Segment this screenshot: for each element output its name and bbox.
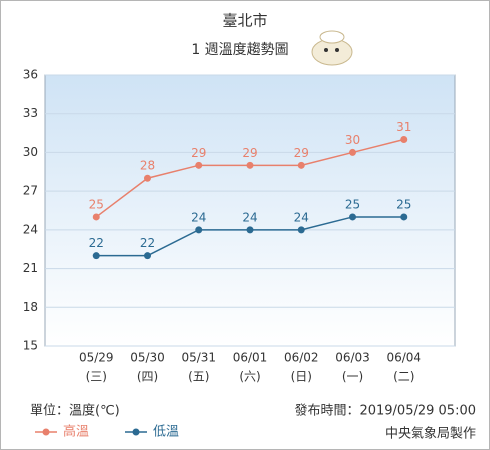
data-point xyxy=(400,136,408,144)
mascot xyxy=(311,30,353,66)
unit-note: 單位：溫度(℃) xyxy=(30,403,120,419)
y-tick-label: 36 xyxy=(23,68,38,82)
y-tick-label: 21 xyxy=(23,261,38,275)
x-tick-label: 06/03 xyxy=(335,351,370,365)
data-point xyxy=(195,226,203,234)
x-tick-weekday: (日) xyxy=(291,370,312,384)
data-label: 28 xyxy=(140,159,155,173)
x-tick-weekday: (一) xyxy=(342,370,363,384)
data-point xyxy=(297,161,305,169)
data-point xyxy=(349,213,356,221)
data-label: 29 xyxy=(242,146,257,160)
data-label: 30 xyxy=(345,133,360,147)
x-tick-weekday: (四) xyxy=(137,370,158,384)
data-label: 24 xyxy=(191,210,206,224)
data-point xyxy=(92,213,100,221)
x-tick-weekday: (二) xyxy=(393,370,414,384)
x-tick-label: 05/31 xyxy=(181,351,216,365)
data-point xyxy=(144,252,151,260)
x-tick-label: 06/01 xyxy=(233,351,268,365)
x-tick-weekday: (五) xyxy=(188,370,209,384)
data-point xyxy=(144,174,151,182)
data-label: 29 xyxy=(191,146,206,160)
y-tick-label: 27 xyxy=(23,184,38,198)
data-label: 22 xyxy=(89,236,104,250)
plot-area xyxy=(44,74,456,347)
x-tick-label: 06/04 xyxy=(386,351,421,365)
data-label: 25 xyxy=(89,197,104,211)
data-label: 22 xyxy=(140,236,155,250)
data-label: 25 xyxy=(345,197,360,211)
legend-label: 低溫 xyxy=(153,425,179,440)
x-tick-label: 05/30 xyxy=(130,351,165,365)
data-point xyxy=(400,213,408,221)
data-label: 25 xyxy=(396,197,411,211)
y-tick-label: 30 xyxy=(23,145,38,159)
data-point xyxy=(92,252,100,260)
data-label: 24 xyxy=(294,210,309,224)
data-point xyxy=(246,226,254,234)
y-tick-label: 18 xyxy=(23,300,38,314)
data-label: 31 xyxy=(396,120,411,134)
chart-title: 臺北市 xyxy=(222,12,267,30)
legend-marker xyxy=(132,428,140,436)
data-point xyxy=(195,161,203,169)
publish-time: 發布時間：2019/05/29 05:00 xyxy=(294,404,476,419)
x-tick-label: 05/29 xyxy=(79,351,114,365)
x-tick-weekday: (三) xyxy=(86,370,107,384)
x-tick-label: 06/02 xyxy=(284,351,319,365)
y-tick-label: 15 xyxy=(23,339,38,353)
legend-label: 高溫 xyxy=(63,424,89,440)
x-tick-weekday: (六) xyxy=(239,370,260,384)
y-tick-label: 24 xyxy=(23,222,38,236)
legend-marker xyxy=(42,428,50,436)
chart-subtitle: 1 週溫度趨勢圖 xyxy=(191,42,288,58)
y-tick-label: 33 xyxy=(23,106,38,120)
data-point xyxy=(297,226,305,234)
data-label: 29 xyxy=(294,146,309,160)
credit: 中央氣象局製作 xyxy=(385,427,476,442)
data-point xyxy=(246,161,254,169)
data-label: 24 xyxy=(242,210,257,224)
data-point xyxy=(349,148,356,156)
